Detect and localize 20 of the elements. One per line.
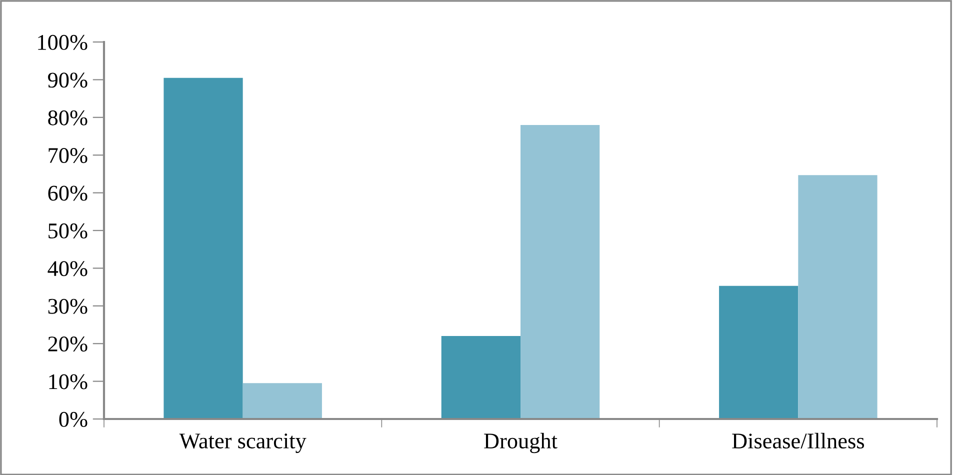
x-tick-label: Water scarcity	[179, 434, 306, 454]
bar	[242, 383, 322, 419]
bar	[520, 124, 600, 419]
y-tick-label: 60%	[48, 186, 88, 201]
y-tick-label: 70%	[48, 148, 88, 164]
bar	[719, 286, 798, 419]
y-tick-label: 20%	[48, 336, 88, 352]
bar	[798, 175, 878, 419]
y-tick-label: 30%	[48, 298, 88, 314]
bar	[164, 78, 243, 419]
y-tick-label: 10%	[49, 374, 88, 390]
x-tick-label: Drought	[484, 432, 558, 454]
y-tick-label: 40%	[48, 261, 88, 276]
y-tick-label: 90%	[48, 72, 88, 88]
y-tick-label: 100%	[38, 34, 88, 50]
y-tick-label: 50%	[48, 223, 88, 238]
y-tick-label: 0%	[59, 412, 88, 427]
bar	[441, 336, 520, 419]
x-tick-label: Disease/Illness	[732, 432, 864, 449]
y-tick-label: 80%	[48, 110, 88, 126]
